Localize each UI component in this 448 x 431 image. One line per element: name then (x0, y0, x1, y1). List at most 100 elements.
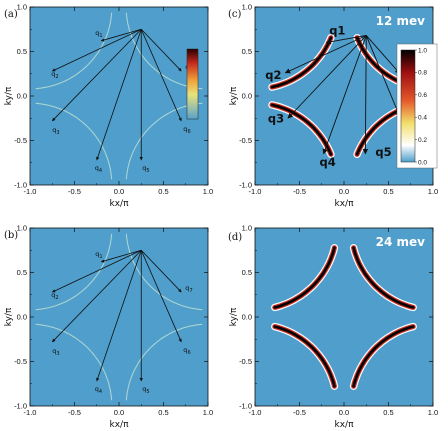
x-tick-label: -1.0 (249, 408, 262, 417)
y-tick-label: -0.5 (14, 136, 27, 145)
q-label-q4: q4 (320, 155, 336, 169)
energy-label: 12 mev (376, 14, 426, 28)
q-label-q1: q1 (95, 250, 102, 260)
q-vector-q3 (287, 35, 367, 119)
x-tick-label: -1.0 (24, 408, 37, 417)
x-tick-label: 0.0 (114, 187, 124, 196)
fermi-arc-0 (35, 12, 113, 90)
q-vector-q5 (362, 35, 369, 155)
q-label-q1: q1 (329, 24, 345, 38)
y-tick-label: -1.0 (14, 181, 27, 190)
panel-label: (b) (4, 230, 18, 241)
x-tick-label: -0.5 (68, 187, 81, 196)
q-vector-q7 (140, 28, 182, 72)
y-tick-label: 0.5 (17, 268, 27, 277)
y-axis-label: ky/π (229, 86, 239, 105)
colorbar-tick-label: 0.4 (418, 115, 427, 122)
svg-text:ky/π: ky/π (229, 86, 239, 105)
fermi-surface (271, 244, 417, 390)
y-tick-label: 0.0 (242, 313, 252, 322)
q-vector-q1 (100, 249, 142, 263)
x-tick-label: 1.0 (203, 408, 213, 417)
q-vector-q3 (51, 249, 142, 343)
colorbar-tick-label: 0.2 (418, 137, 427, 144)
x-tick-label: 1.0 (428, 408, 438, 417)
y-tick-label: 0.0 (17, 92, 27, 101)
fermi-arc-1 (125, 12, 203, 90)
fermi-arc-2 (35, 102, 113, 180)
q-label-q5: q5 (375, 145, 391, 159)
x-tick-label: 0.0 (339, 187, 349, 196)
y-tick-label: 0.5 (242, 47, 252, 56)
svg-text:kx/π: kx/π (335, 420, 355, 430)
x-axis-label: kx/π (335, 420, 355, 430)
q-label-q6: q6 (183, 346, 190, 356)
svg-text:ky/π: ky/π (229, 307, 239, 326)
svg-text:ky/π: ky/π (4, 307, 14, 326)
x-tick-label: -0.5 (293, 187, 306, 196)
x-axis-label: kx/π (335, 199, 355, 209)
x-tick-label: -0.5 (68, 408, 81, 417)
fermi-arc-0 (35, 233, 113, 311)
q-vector-q6 (140, 250, 182, 343)
fermi-arc-3 (125, 102, 203, 180)
q-label-q6: q6 (183, 125, 190, 135)
x-axis-label: kx/π (110, 420, 130, 430)
x-tick-label: -1.0 (24, 187, 37, 196)
y-tick-label: -0.5 (239, 136, 252, 145)
spectral-arc-core-0 (270, 36, 333, 89)
q-vector-q4 (96, 250, 142, 382)
panel-b: -1.0-1.0 -0.5 -0.5 0.0 0.0 0.5 0.5 1.0 1.0 kx/π ky… (4, 224, 213, 431)
svg-text:kx/π: kx/π (335, 199, 355, 209)
x-axis-label: kx/π (110, 199, 130, 209)
colorbar-c: 0.0 0.2 0.4 0.6 0.8 1.0 (396, 43, 438, 169)
y-tick-label: -1.0 (239, 402, 252, 411)
colorbar-tick-label: 0.8 (418, 70, 427, 77)
svg-text:ky/π: ky/π (4, 86, 14, 105)
spectral-arc-core-2 (273, 325, 336, 388)
y-tick-label: 1.0 (17, 3, 27, 12)
x-tick-label: 1.0 (428, 187, 438, 196)
y-tick-label: 0.5 (17, 47, 27, 56)
colorbar-a (186, 48, 199, 120)
y-tick-label: -0.5 (239, 357, 252, 366)
x-tick-label: 0.5 (158, 187, 168, 196)
q-label-q2: q2 (51, 291, 58, 301)
spectral-arc-core-0 (273, 246, 336, 309)
y-tick-label: 1.0 (242, 3, 252, 12)
colorbar-tick-label: 0.0 (418, 159, 427, 166)
x-tick-label: -0.5 (293, 408, 306, 417)
panel-label: (d) (228, 232, 242, 243)
q-vector-q2 (51, 249, 142, 293)
y-tick-label: -1.0 (14, 402, 27, 411)
q-vector-q1 (325, 35, 367, 45)
y-tick-label: 1.0 (242, 224, 252, 233)
fermi-arc-1 (125, 233, 203, 311)
colorbar-tick-label: 1.0 (418, 47, 427, 54)
plot-area (255, 228, 433, 406)
y-tick-label: 0.0 (17, 313, 27, 322)
x-tick-label: 0.5 (383, 408, 393, 417)
x-tick-label: -1.0 (249, 187, 262, 196)
y-axis-label: ky/π (4, 307, 14, 326)
x-tick-label: 1.0 (203, 187, 213, 196)
q-vector-q2 (51, 28, 142, 72)
spectral-arc-core-1 (352, 246, 415, 309)
y-tick-label: 0.0 (242, 92, 252, 101)
q-label-q5: q5 (142, 164, 149, 174)
spectral-arc-core-3 (352, 325, 415, 388)
y-tick-label: 0.5 (242, 268, 252, 277)
spectral-arc-core-2 (270, 103, 333, 156)
colorbar-c-gradient (400, 49, 416, 163)
q-label-q3: q3 (52, 126, 59, 136)
y-tick-label: -1.0 (239, 181, 252, 190)
x-tick-label: 0.5 (383, 187, 393, 196)
energy-label: 24 mev (376, 235, 426, 249)
y-tick-label: 1.0 (17, 224, 27, 233)
q-label-q2: q2 (265, 68, 281, 82)
panel-label: (a) (4, 9, 18, 20)
q-label-q1: q1 (95, 29, 102, 39)
q-vector-q2 (284, 35, 367, 74)
svg-text:kx/π: kx/π (110, 420, 130, 430)
svg-text:kx/π: kx/π (110, 199, 130, 209)
